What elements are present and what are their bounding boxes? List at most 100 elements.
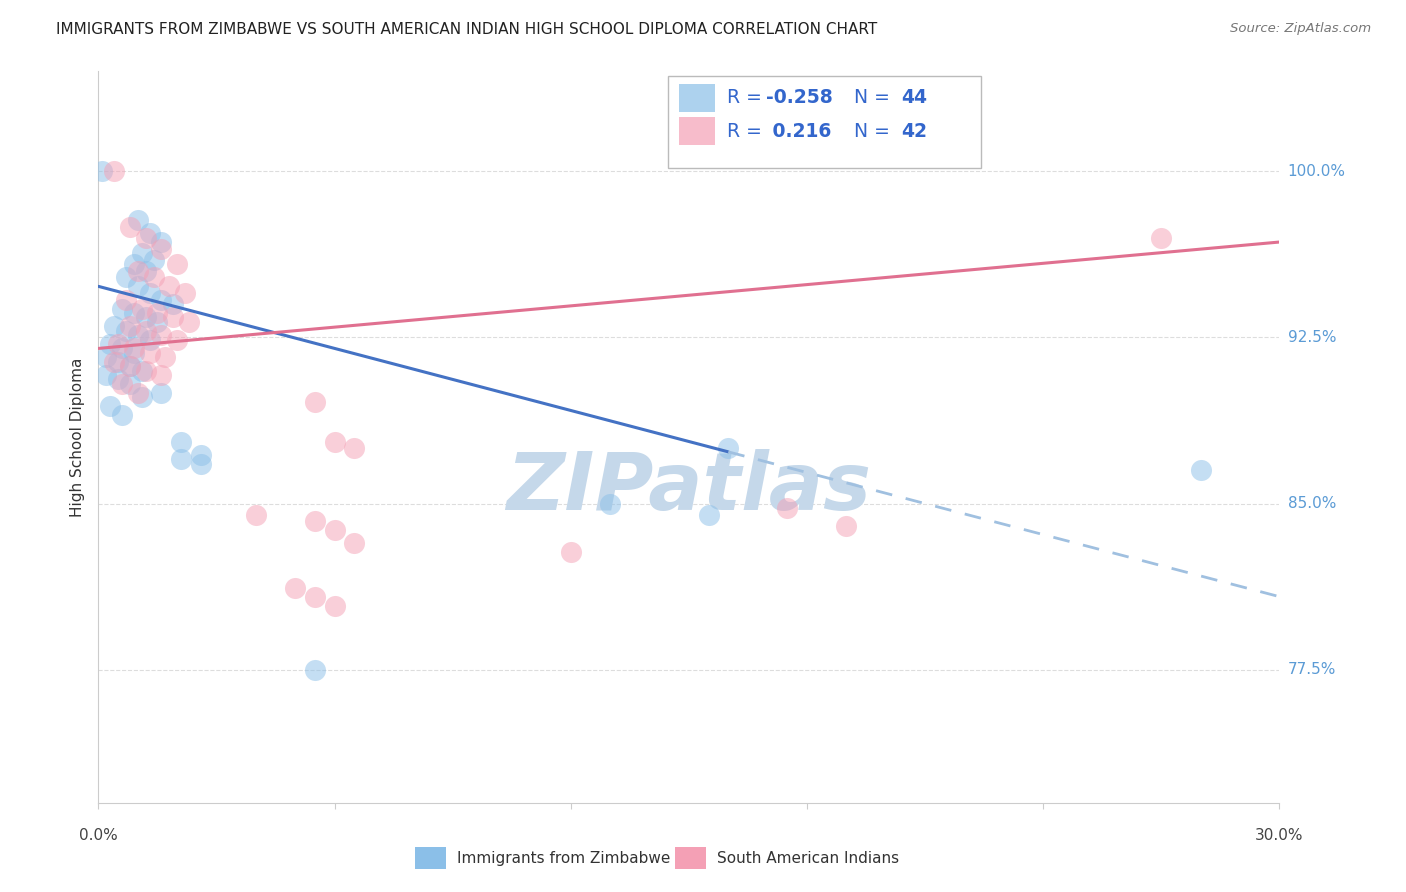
Text: 30.0%: 30.0% <box>1256 828 1303 843</box>
Point <box>131 301 153 316</box>
Point <box>599 497 621 511</box>
Point <box>118 359 141 373</box>
Point <box>150 293 173 307</box>
Point <box>343 536 366 550</box>
Text: 77.5%: 77.5% <box>1288 663 1336 677</box>
Point <box>155 351 177 365</box>
Point <box>146 315 169 329</box>
Point <box>190 457 212 471</box>
Point <box>304 590 326 604</box>
Bar <box>679 84 714 112</box>
Point <box>111 342 134 356</box>
Point <box>343 441 366 455</box>
Point <box>135 230 157 244</box>
Point <box>323 434 346 449</box>
Point <box>122 257 145 271</box>
Point <box>150 368 173 382</box>
Text: R =: R = <box>727 122 768 141</box>
Point <box>166 257 188 271</box>
Text: 85.0%: 85.0% <box>1288 496 1336 511</box>
Point <box>118 319 141 334</box>
Point <box>560 545 582 559</box>
Point <box>115 324 138 338</box>
Point <box>776 501 799 516</box>
Text: 0.0%: 0.0% <box>79 828 118 843</box>
Point <box>91 164 114 178</box>
Point <box>323 523 346 537</box>
Point <box>138 346 160 360</box>
Point <box>111 408 134 422</box>
Point <box>142 270 165 285</box>
Point <box>150 242 173 256</box>
Point <box>245 508 267 522</box>
Point <box>103 164 125 178</box>
Bar <box>679 118 714 145</box>
Point <box>103 355 125 369</box>
Text: Source: ZipAtlas.com: Source: ZipAtlas.com <box>1230 22 1371 36</box>
Point <box>162 297 184 311</box>
Point <box>1150 230 1173 244</box>
Point <box>127 328 149 343</box>
Text: N =: N = <box>842 122 897 141</box>
Point <box>131 390 153 404</box>
Point <box>304 514 326 528</box>
Point <box>177 315 200 329</box>
Point <box>138 226 160 240</box>
Point <box>835 518 858 533</box>
Point <box>96 368 118 382</box>
Text: South American Indians: South American Indians <box>717 851 900 865</box>
Text: 92.5%: 92.5% <box>1288 330 1336 345</box>
Point <box>146 306 169 320</box>
Point <box>122 306 145 320</box>
Text: 42: 42 <box>901 122 928 141</box>
Point <box>127 385 149 400</box>
Text: -0.258: -0.258 <box>766 88 832 107</box>
Point <box>122 346 145 360</box>
Point <box>157 279 180 293</box>
Text: Immigrants from Zimbabwe: Immigrants from Zimbabwe <box>457 851 671 865</box>
Point <box>118 376 141 391</box>
Point <box>1189 463 1212 477</box>
Point <box>127 264 149 278</box>
Point <box>190 448 212 462</box>
Text: IMMIGRANTS FROM ZIMBABWE VS SOUTH AMERICAN INDIAN HIGH SCHOOL DIPLOMA CORRELATIO: IMMIGRANTS FROM ZIMBABWE VS SOUTH AMERIC… <box>56 22 877 37</box>
Point <box>135 324 157 338</box>
Point <box>166 333 188 347</box>
Point <box>323 599 346 613</box>
Point <box>170 434 193 449</box>
Text: N =: N = <box>842 88 897 107</box>
Point <box>107 337 129 351</box>
Point <box>107 372 129 386</box>
Point <box>138 333 160 347</box>
Point <box>162 310 184 325</box>
Point <box>115 270 138 285</box>
Point <box>107 355 129 369</box>
Bar <box>668 77 980 168</box>
Point <box>150 385 173 400</box>
Point <box>118 219 141 234</box>
Point <box>98 337 121 351</box>
Point <box>142 252 165 267</box>
Point <box>122 342 145 356</box>
Point <box>697 508 720 522</box>
Point <box>135 363 157 377</box>
Point <box>98 399 121 413</box>
Point <box>127 279 149 293</box>
Point <box>111 301 134 316</box>
Text: 0.216: 0.216 <box>766 122 831 141</box>
Text: 100.0%: 100.0% <box>1288 163 1346 178</box>
Text: 44: 44 <box>901 88 928 107</box>
Point <box>304 663 326 677</box>
Point <box>103 319 125 334</box>
Point <box>284 581 307 595</box>
Point <box>304 394 326 409</box>
Point <box>717 441 740 455</box>
Point <box>127 212 149 227</box>
Point <box>131 246 153 260</box>
Point <box>111 376 134 391</box>
Point <box>138 285 160 300</box>
Text: ZIPatlas: ZIPatlas <box>506 450 872 527</box>
Point <box>150 328 173 343</box>
Point <box>150 235 173 249</box>
Point <box>135 264 157 278</box>
